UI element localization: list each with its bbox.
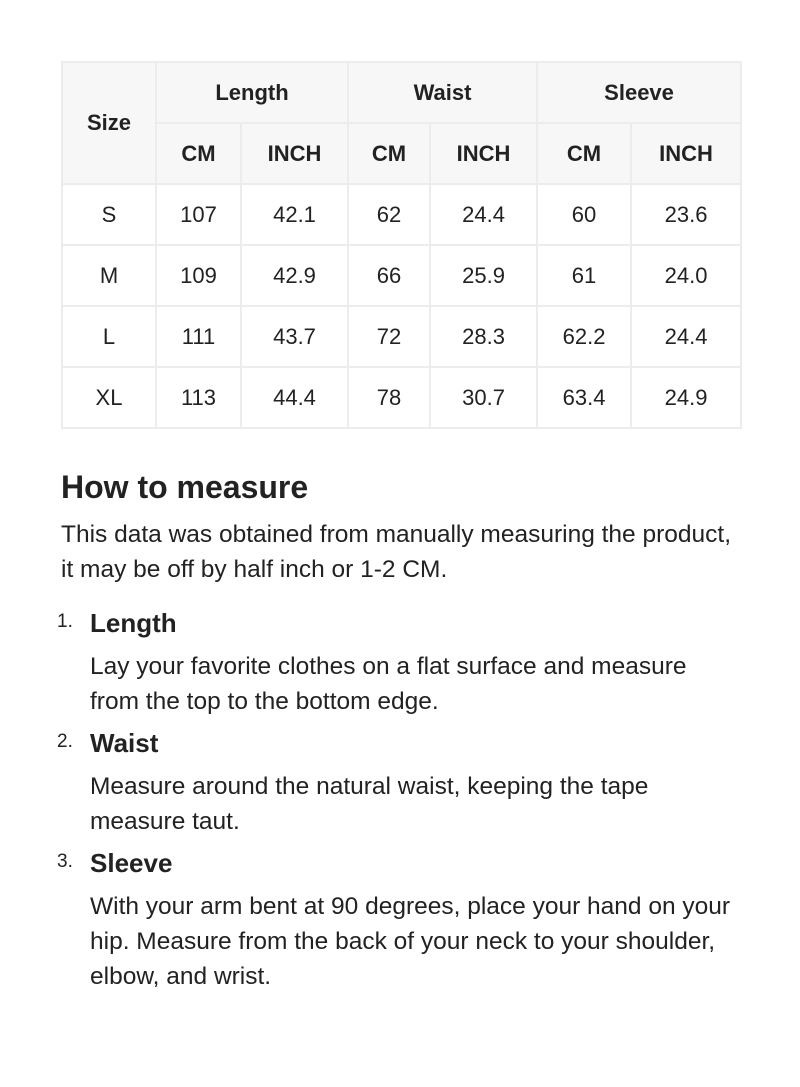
value-cell: 28.3 [429,305,539,368]
value-cell: 72 [347,305,432,368]
table-row: XL 113 44.4 78 30.7 63.4 24.9 [61,366,743,429]
value-cell: 62.2 [536,305,633,368]
value-cell: 42.1 [239,183,350,246]
table-row: L 111 43.7 72 28.3 62.2 24.4 [61,305,743,368]
value-cell: 43.7 [239,305,350,368]
value-cell: 24.0 [630,244,743,307]
value-cell: 107 [155,183,242,246]
guide-intro: This data was obtained from manually mea… [61,521,732,583]
value-cell: 111 [155,305,242,368]
step-title: Waist [90,728,159,758]
step-text: With your arm bent at 90 degrees, place … [90,893,731,990]
size-header: Size [61,61,157,185]
value-cell: 109 [155,244,242,307]
list-item: 1. Length Lay your favorite clothes on a… [57,605,740,719]
list-item: 2. Waist Measure around the natural wais… [57,725,740,839]
value-cell: 60 [536,183,633,246]
value-cell: 61 [536,244,633,307]
value-cell: 113 [155,366,242,429]
unit-header: INCH [630,122,743,185]
value-cell: 63.4 [536,366,633,429]
list-item: 3. Sleeve With your arm bent at 90 degre… [57,845,740,994]
size-cell: S [61,183,157,246]
step-title: Length [90,608,177,638]
steps-list: 1. Length Lay your favorite clothes on a… [57,605,740,994]
size-table: Size Length Waist Sleeve CM INCH CM INCH… [61,61,743,429]
value-cell: 44.4 [239,366,350,429]
value-cell: 66 [347,244,432,307]
step-number: 3. [57,851,73,872]
unit-header: CM [347,122,432,185]
value-cell: 42.9 [239,244,350,307]
value-cell: 30.7 [429,366,539,429]
value-cell: 24.4 [429,183,539,246]
header-row-groups: Size Length Waist Sleeve [61,61,743,185]
table-row: M 109 42.9 66 25.9 61 24.0 [61,244,743,307]
step-title: Sleeve [90,848,173,878]
value-cell: 62 [347,183,432,246]
value-cell: 25.9 [429,244,539,307]
step-number: 1. [57,611,73,632]
value-cell: 24.9 [630,366,743,429]
unit-header: INCH [239,122,350,185]
size-cell: L [61,305,157,368]
value-cell: 24.4 [630,305,743,368]
header-row-units: CM INCH CM INCH CM INCH [62,122,743,185]
unit-header: INCH [429,122,539,185]
guide-title: How to measure [61,469,309,505]
step-number: 2. [57,731,73,752]
size-cell: M [61,244,157,307]
unit-header: CM [536,122,633,185]
unit-header: CM [155,122,242,185]
table-row: S 107 42.1 62 24.4 60 23.6 [61,183,743,246]
group-header-sleeve: Sleeve [536,61,743,124]
group-header-length: Length [154,61,350,124]
group-header-waist: Waist [347,61,539,124]
size-guide: Size Length Waist Sleeve CM INCH CM INCH… [57,61,743,1000]
step-text: Lay your favorite clothes on a flat surf… [90,653,687,715]
value-cell: 78 [347,366,432,429]
step-text: Measure around the natural waist, keepin… [90,773,649,835]
size-cell: XL [61,366,157,429]
value-cell: 23.6 [630,183,743,246]
